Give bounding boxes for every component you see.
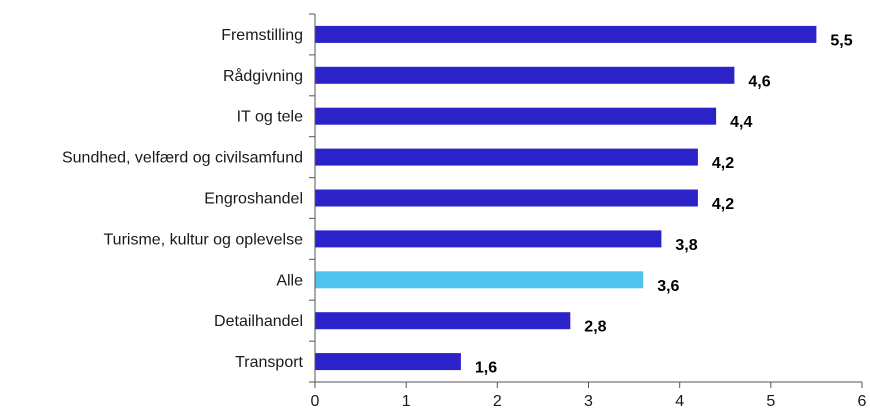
bar-8 — [315, 353, 461, 371]
bar-4 — [315, 189, 698, 207]
category-label-5: Turisme, kultur og oplevelse — [104, 231, 304, 248]
bar-0 — [315, 25, 817, 43]
bar-7 — [315, 312, 571, 330]
category-label-4: Engroshandel — [204, 191, 303, 208]
x-tick-label-4: 4 — [675, 393, 684, 410]
category-label-1: Rådgivning — [223, 67, 303, 85]
category-label-3: Sundhed, velfærd og civilsamfund — [62, 150, 303, 167]
x-tick-label-1: 1 — [402, 393, 411, 410]
x-tick-label-0: 0 — [311, 393, 320, 410]
value-label-4: 4,2 — [712, 196, 734, 213]
value-label-3: 4,2 — [712, 155, 734, 172]
bar-3 — [315, 148, 698, 166]
category-label-2: IT og tele — [237, 109, 304, 126]
value-label-6: 3,6 — [657, 278, 679, 295]
x-tick-label-6: 6 — [858, 393, 867, 410]
value-label-7: 2,8 — [584, 319, 606, 336]
bar-5 — [315, 230, 662, 248]
category-label-8: Transport — [235, 354, 303, 371]
category-label-7: Detailhandel — [214, 313, 303, 330]
bar-6 — [315, 271, 644, 289]
x-tick-label-5: 5 — [766, 393, 775, 410]
category-label-0: Fremstilling — [221, 27, 303, 44]
x-tick-label-3: 3 — [584, 393, 593, 410]
labels-group: Fremstilling 5,5 Rådgivning 4,6 IT og tele 4,… — [62, 13, 867, 410]
bars-group — [315, 25, 817, 371]
value-label-8: 1,6 — [475, 360, 497, 377]
bar-2 — [315, 107, 717, 125]
x-tick-label-2: 2 — [493, 393, 502, 410]
value-label-0: 5,5 — [830, 32, 852, 49]
value-label-2: 4,4 — [730, 114, 752, 131]
bar-1 — [315, 66, 735, 84]
value-label-5: 3,8 — [675, 237, 697, 254]
value-label-1: 4,6 — [748, 73, 770, 90]
category-label-6: Alle — [276, 272, 303, 289]
